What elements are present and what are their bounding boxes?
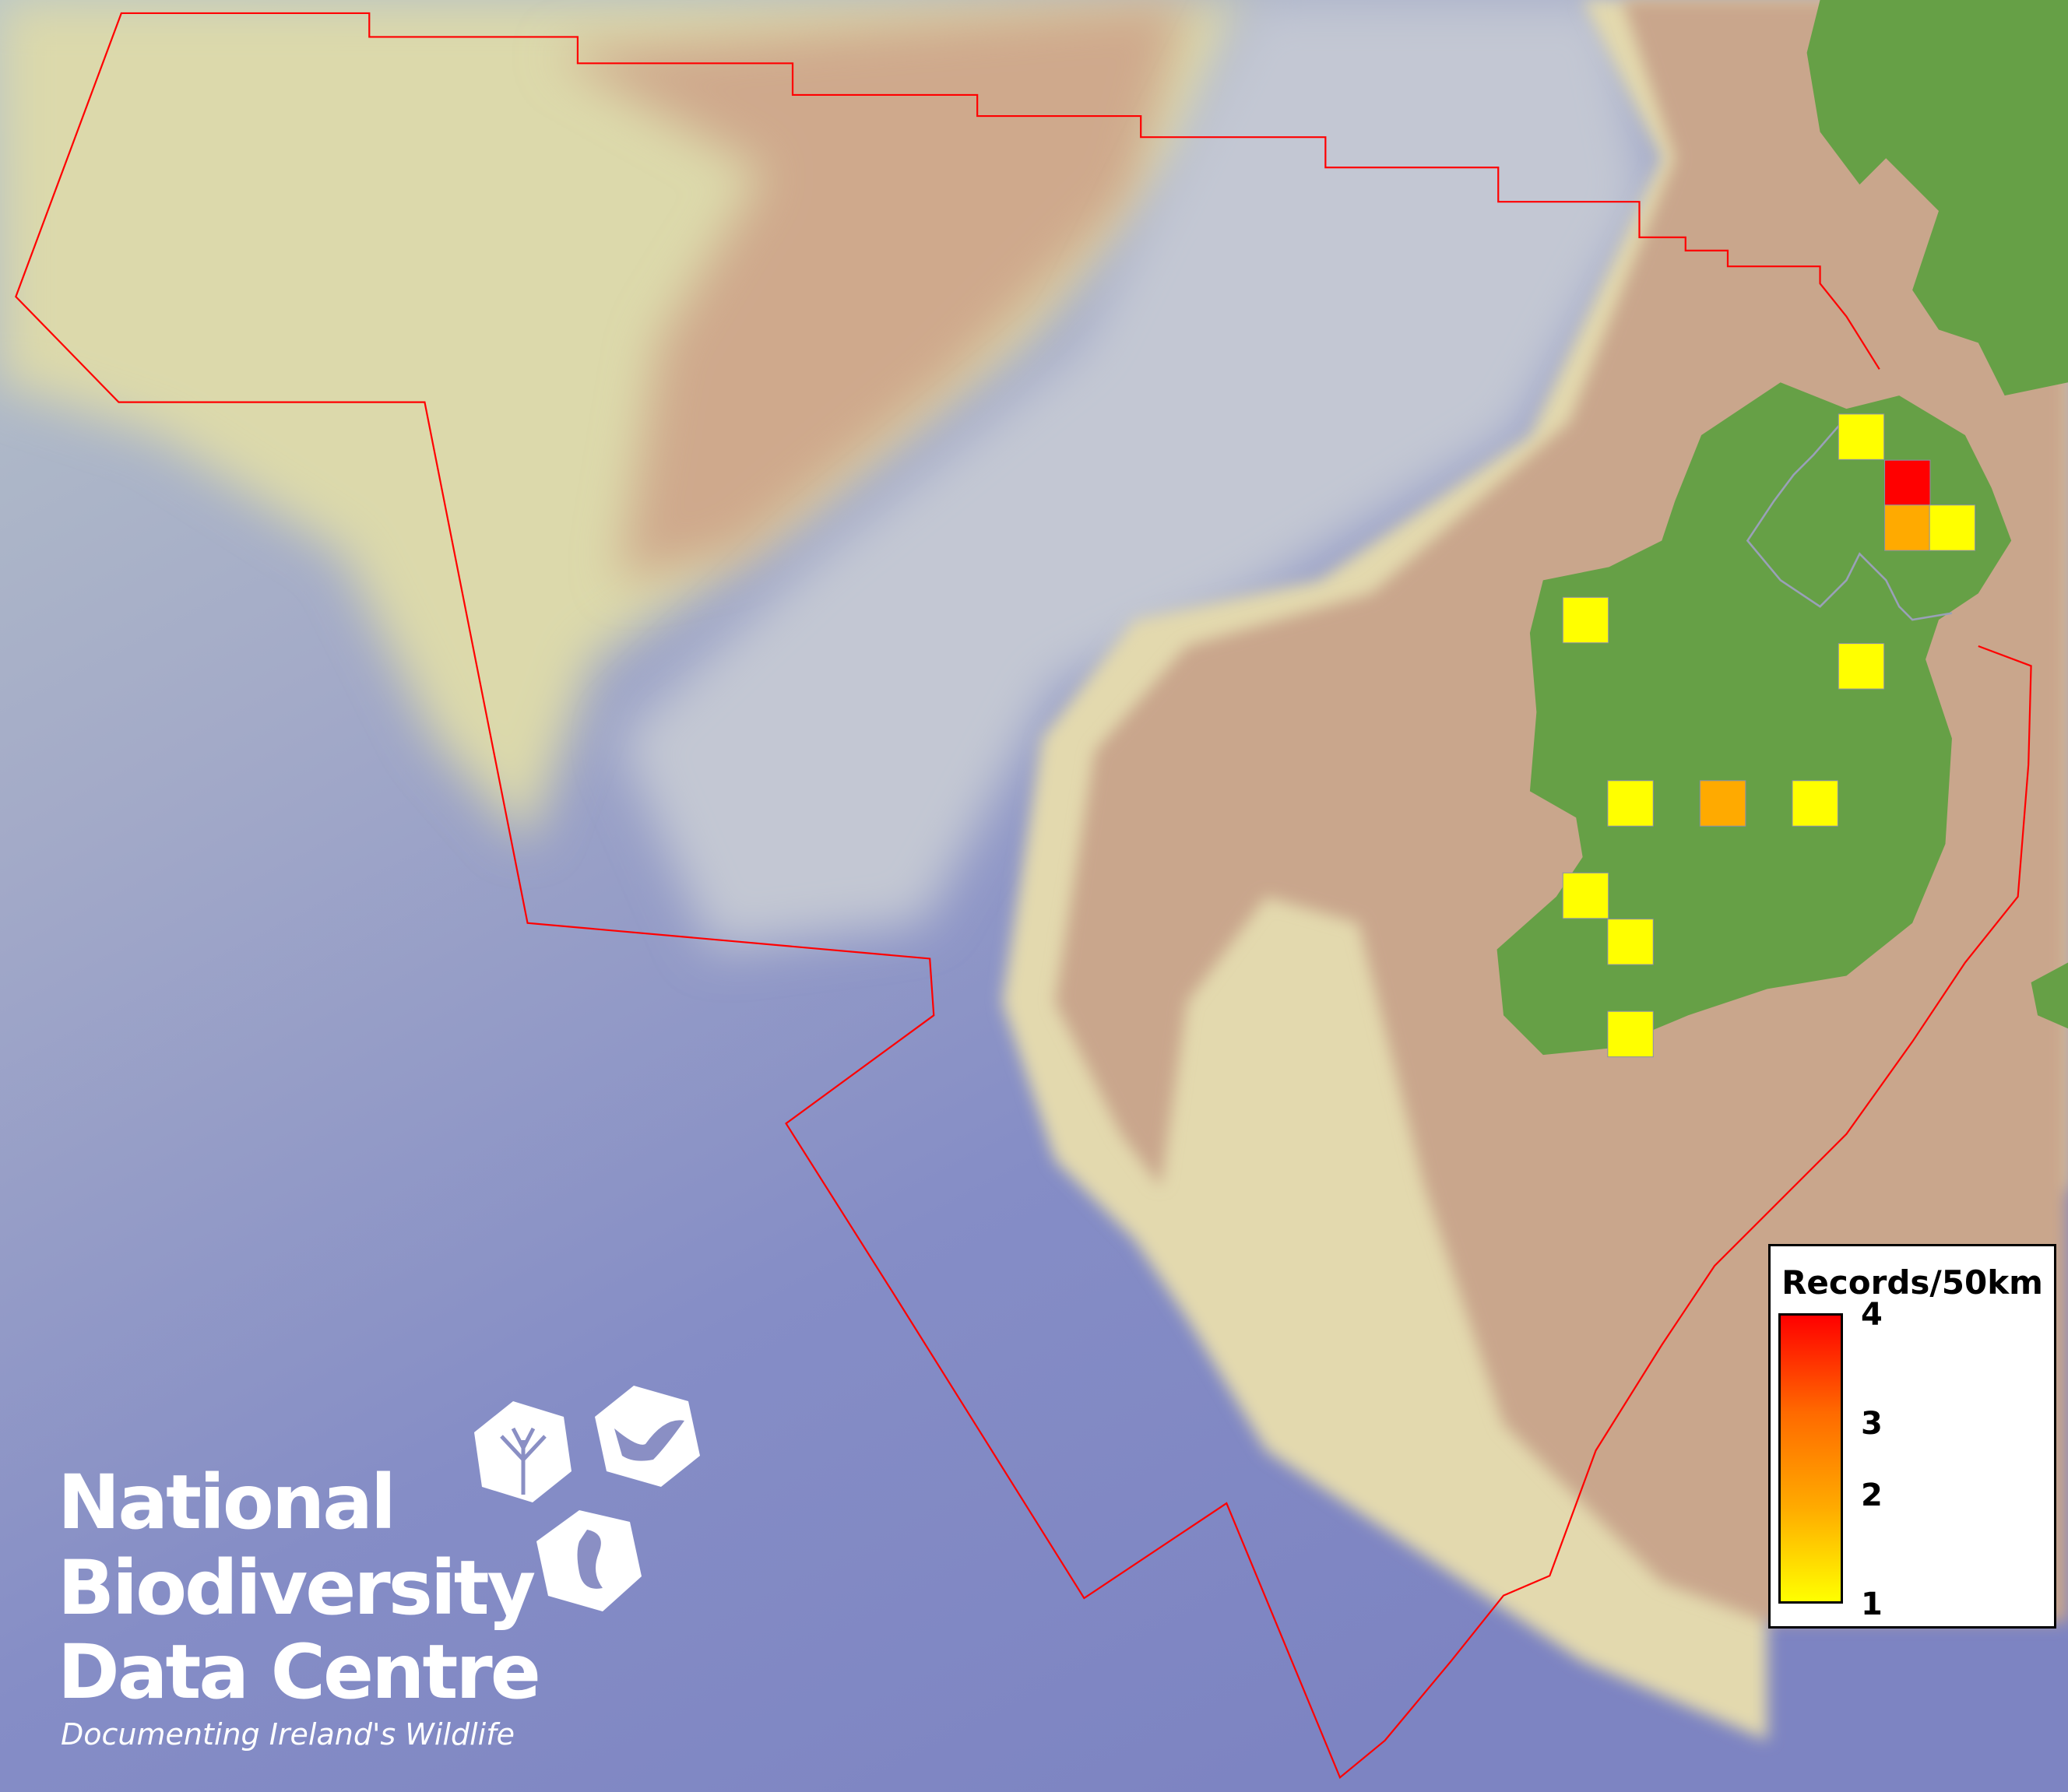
butterfly-icon — [595, 1386, 700, 1487]
grid-cell-value-1 — [1607, 919, 1654, 965]
grid-cell-value-1 — [1929, 504, 1976, 551]
grid-cell-value-2 — [1699, 780, 1746, 827]
legend: Records/50km 4 3 2 1 — [1768, 1244, 2056, 1629]
ireland-landmass — [1496, 382, 2012, 1056]
grid-cell-value-1 — [1562, 872, 1609, 919]
tree-icon — [474, 1401, 572, 1502]
grid-cell-value-1 — [1607, 1010, 1654, 1058]
logo-hexagons — [474, 1386, 700, 1611]
rockall-trough — [620, 0, 1649, 950]
logo-line-2: Biodiversity — [58, 1544, 536, 1632]
legend-tick-4: 4 — [1861, 1297, 1883, 1333]
legend-color-bar — [1778, 1313, 1843, 1604]
eez-boundary — [15, 12, 2032, 1780]
porcupine-bank — [554, 0, 1187, 581]
logo-line-3: Data Centre — [58, 1629, 541, 1716]
legend-tick-3: 3 — [1861, 1406, 1883, 1442]
seahorse-icon — [536, 1510, 642, 1611]
grid-cell-value-1 — [1792, 780, 1838, 827]
grid-cells — [1562, 413, 1976, 1058]
grid-cell-value-1 — [1838, 413, 1885, 460]
logo-line-1: National — [58, 1459, 396, 1546]
legend-title: Records/50km — [1781, 1263, 2043, 1302]
grid-cell-value-1 — [1838, 643, 1885, 690]
nbdc-logo: National Biodiversity Data Centre Docume… — [58, 1386, 719, 1759]
grid-cell-value-1 — [1607, 780, 1654, 827]
legend-tick-1: 1 — [1861, 1586, 1883, 1622]
wales-landmass — [2031, 962, 2068, 1029]
grid-cell-value-1 — [1562, 596, 1609, 644]
ni-border — [1746, 423, 1953, 621]
logo-tagline: Documenting Ireland's Wildlife — [61, 1717, 515, 1752]
grid-cell-value-2 — [1884, 504, 1931, 551]
scotland-landmass — [1806, 0, 2068, 396]
grid-cell-value-4 — [1884, 459, 1931, 507]
legend-tick-2: 2 — [1861, 1478, 1883, 1513]
